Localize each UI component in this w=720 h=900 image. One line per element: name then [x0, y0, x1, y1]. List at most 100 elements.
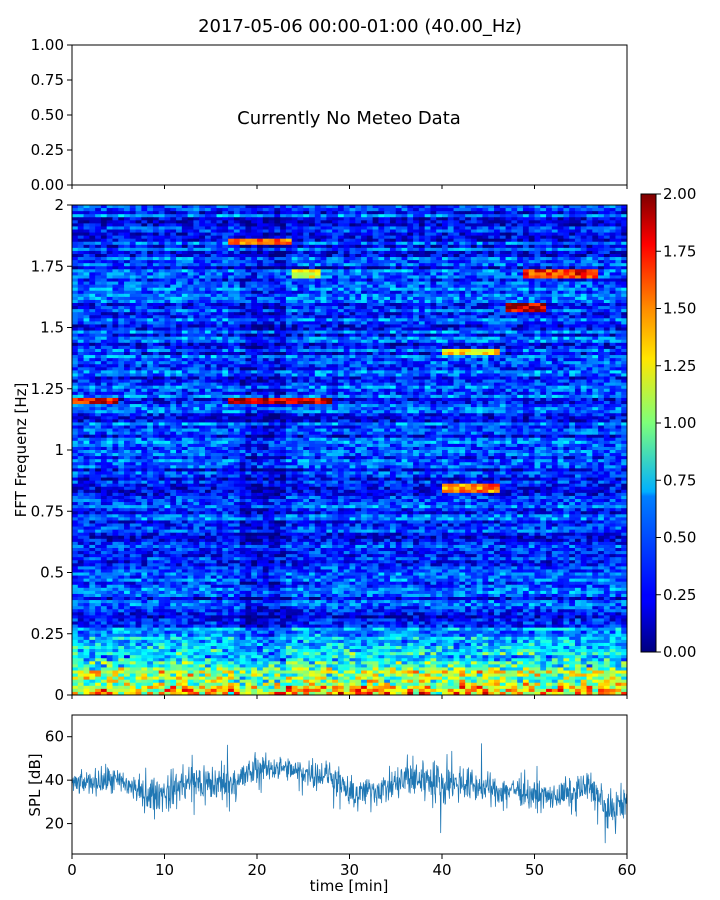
heatmap-cell: [337, 324, 345, 328]
heatmap-cell: [505, 238, 512, 243]
meteo-y-tick-label: 0.25: [31, 141, 64, 159]
heatmap-cell: [326, 303, 333, 307]
heatmap-cell: [118, 241, 125, 246]
heatmap-cell: [540, 299, 547, 304]
heatmap-cell: [378, 226, 385, 230]
heatmap-cell: [204, 287, 212, 292]
heatmap-cell: [603, 309, 611, 313]
heatmap-cell: [395, 205, 403, 209]
heatmap-cell: [95, 345, 102, 350]
heatmap-cell: [569, 275, 576, 279]
heatmap-cell: [546, 303, 553, 307]
heatmap-cell: [245, 284, 252, 289]
heatmap-cell: [459, 278, 466, 282]
heatmap-cell: [129, 330, 137, 335]
heatmap-cell: [476, 254, 484, 258]
heatmap-cell: [534, 211, 541, 215]
heatmap-cell: [569, 312, 576, 316]
heatmap-cell: [511, 217, 518, 221]
heatmap-cell: [100, 318, 108, 322]
heatmap-cell: [118, 272, 125, 276]
heatmap-cell: [285, 260, 293, 264]
heatmap-cell: [100, 205, 108, 209]
heatmap-cell: [511, 284, 518, 289]
heatmap-cell: [395, 241, 403, 246]
heatmap-cell: [239, 303, 247, 307]
heatmap-cell: [418, 352, 426, 356]
heatmap-cell: [199, 303, 206, 307]
heatmap-cell: [274, 330, 281, 335]
heatmap-cell: [603, 358, 611, 362]
heatmap-cell: [592, 211, 599, 215]
heatmap-cell: [465, 217, 472, 221]
heatmap-cell: [83, 281, 90, 286]
heatmap-cell: [204, 339, 212, 344]
heatmap-cell: [118, 358, 125, 362]
heatmap-cell: [395, 361, 403, 365]
heatmap-cell: [233, 269, 241, 273]
heatmap-cell: [233, 303, 241, 307]
heatmap-cell: [199, 208, 206, 212]
heatmap-cell: [268, 296, 275, 301]
heatmap-cell: [557, 250, 565, 255]
heatmap-cell: [615, 257, 622, 261]
heatmap-cell: [580, 232, 588, 237]
heatmap-cell: [586, 247, 593, 252]
heatmap-cell: [326, 287, 333, 292]
heatmap-cell: [77, 217, 85, 221]
heatmap-cell: [239, 312, 247, 316]
heatmap-cell: [563, 217, 570, 221]
heatmap-cell: [181, 211, 189, 215]
heatmap-cell: [372, 232, 380, 237]
heatmap-cell: [152, 211, 160, 215]
heatmap-cell: [569, 358, 576, 362]
heatmap-cell: [228, 232, 235, 237]
heatmap-cell: [389, 355, 397, 359]
heatmap-cell: [337, 208, 345, 212]
heatmap-cell: [401, 315, 408, 319]
heatmap-cell: [193, 315, 200, 319]
heatmap-cell: [505, 345, 512, 350]
heatmap-cell: [112, 330, 119, 335]
heatmap-cell: [349, 293, 356, 298]
heatmap-cell: [228, 345, 235, 350]
heatmap-cell: [557, 272, 565, 276]
heatmap-cell: [262, 312, 270, 316]
heatmap-cell: [465, 352, 472, 356]
heatmap-cell: [407, 358, 414, 362]
heatmap-cell: [592, 287, 599, 292]
heatmap-cell: [488, 247, 495, 252]
heatmap-cell: [621, 278, 627, 282]
heatmap-cell: [83, 336, 90, 341]
heatmap-cell: [83, 312, 90, 316]
heatmap-cell: [522, 250, 530, 255]
heatmap-cell: [239, 281, 247, 286]
heatmap-cell: [407, 330, 414, 335]
heatmap-cell: [551, 358, 559, 362]
heatmap-cell: [465, 284, 472, 289]
heatmap-cell: [245, 333, 252, 338]
heatmap-cell: [517, 318, 524, 322]
heatmap-cell: [303, 208, 310, 212]
heatmap-cell: [176, 299, 183, 304]
heatmap-cell: [413, 358, 420, 362]
heatmap-cell: [158, 333, 166, 338]
heatmap-cell: [511, 333, 518, 338]
heatmap-cell: [609, 223, 617, 227]
heatmap-cell: [118, 235, 125, 240]
heatmap-cell: [100, 321, 108, 325]
heatmap-cell: [89, 296, 96, 301]
heatmap-cell: [320, 272, 327, 276]
heatmap-cell: [517, 266, 524, 270]
heatmap-cell: [332, 238, 339, 243]
heatmap-cell: [297, 272, 304, 276]
heatmap-cell: [355, 260, 362, 264]
heatmap-cell: [83, 284, 90, 289]
heatmap-cell: [141, 223, 148, 227]
heatmap-cell: [262, 217, 270, 221]
heatmap-cell: [228, 278, 235, 282]
heatmap-cell: [124, 229, 131, 233]
heatmap-cell: [106, 287, 114, 292]
heatmap-cell: [274, 303, 281, 307]
heatmap-cell: [187, 312, 195, 316]
